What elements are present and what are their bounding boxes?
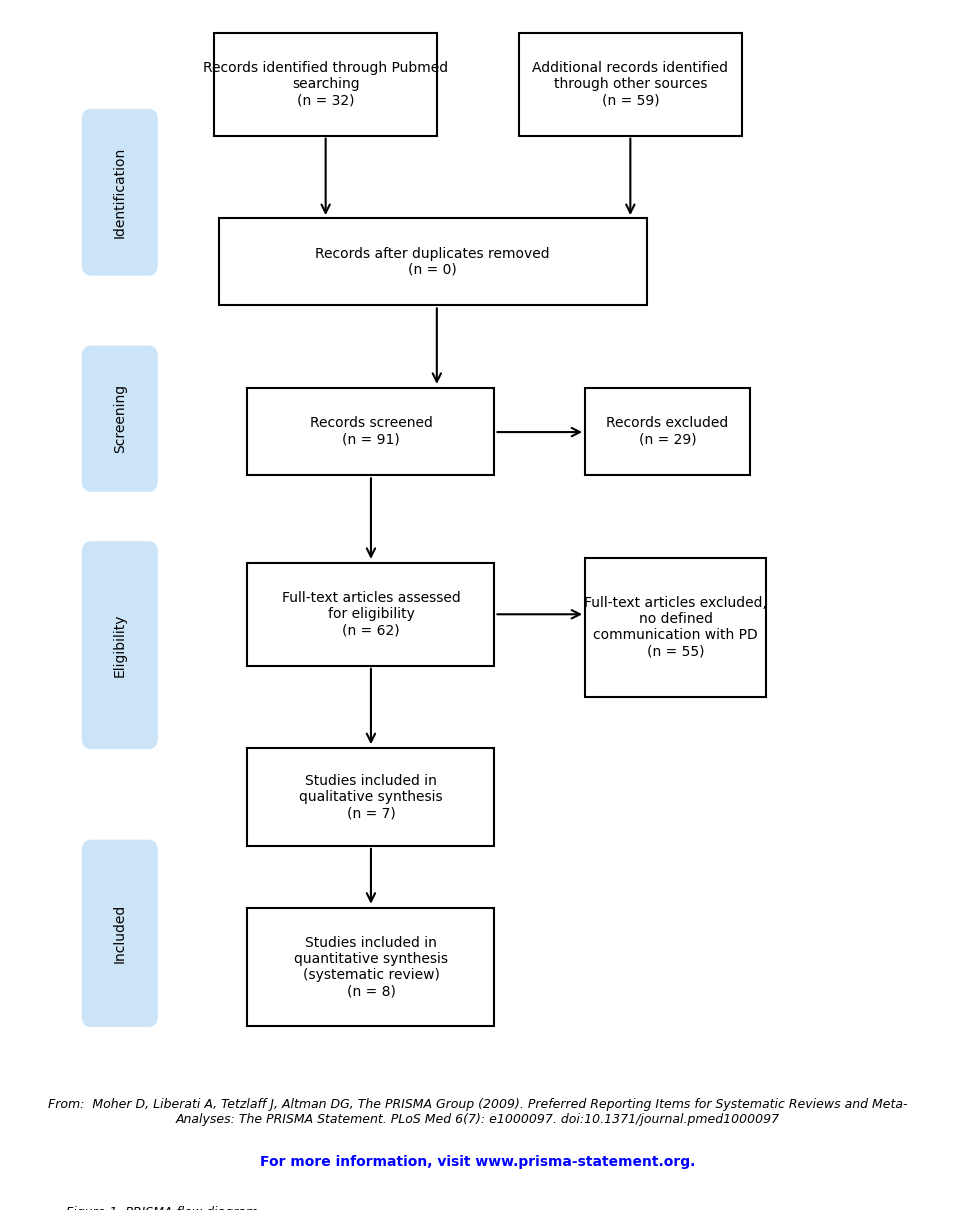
Text: Identification: Identification <box>113 146 127 238</box>
FancyBboxPatch shape <box>83 346 157 491</box>
Text: Records after duplicates removed
(n = 0): Records after duplicates removed (n = 0) <box>315 247 550 277</box>
Text: Full-text articles assessed
for eligibility
(n = 62): Full-text articles assessed for eligibil… <box>282 590 461 638</box>
Text: Records screened
(n = 91): Records screened (n = 91) <box>310 416 432 446</box>
Text: From:  Moher D, Liberati A, Tetzlaff J, Altman DG, The PRISMA Group (2009). Pref: From: Moher D, Liberati A, Tetzlaff J, A… <box>48 1099 908 1127</box>
FancyBboxPatch shape <box>248 563 494 666</box>
Text: Full-text articles excluded,
no defined
communication with PD
(n = 55): Full-text articles excluded, no defined … <box>584 595 767 658</box>
FancyBboxPatch shape <box>248 908 494 1026</box>
FancyBboxPatch shape <box>248 388 494 476</box>
Text: Records excluded
(n = 29): Records excluded (n = 29) <box>606 416 728 446</box>
FancyBboxPatch shape <box>83 542 157 748</box>
FancyBboxPatch shape <box>214 33 437 136</box>
Text: Studies included in
qualitative synthesis
(n = 7): Studies included in qualitative synthesi… <box>299 773 443 820</box>
FancyBboxPatch shape <box>248 748 494 846</box>
FancyBboxPatch shape <box>585 558 766 697</box>
Text: Eligibility: Eligibility <box>113 613 127 676</box>
Text: Additional records identified
through other sources
(n = 59): Additional records identified through ot… <box>532 60 728 108</box>
FancyBboxPatch shape <box>219 218 647 305</box>
Text: For more information, visit www.prisma-statement.org.: For more information, visit www.prisma-s… <box>260 1154 696 1169</box>
FancyBboxPatch shape <box>585 388 750 476</box>
FancyBboxPatch shape <box>519 33 742 136</box>
Text: Records identified through Pubmed
searching
(n = 32): Records identified through Pubmed search… <box>203 60 448 108</box>
Text: Studies included in
quantitative synthesis
(systematic review)
(n = 8): Studies included in quantitative synthes… <box>293 935 448 998</box>
FancyBboxPatch shape <box>83 110 157 275</box>
Text: Screening: Screening <box>113 384 127 454</box>
Text: Figure 1. PRISMA flow diagram.: Figure 1. PRISMA flow diagram. <box>66 1206 262 1210</box>
FancyBboxPatch shape <box>83 841 157 1026</box>
Text: Included: Included <box>113 904 127 963</box>
